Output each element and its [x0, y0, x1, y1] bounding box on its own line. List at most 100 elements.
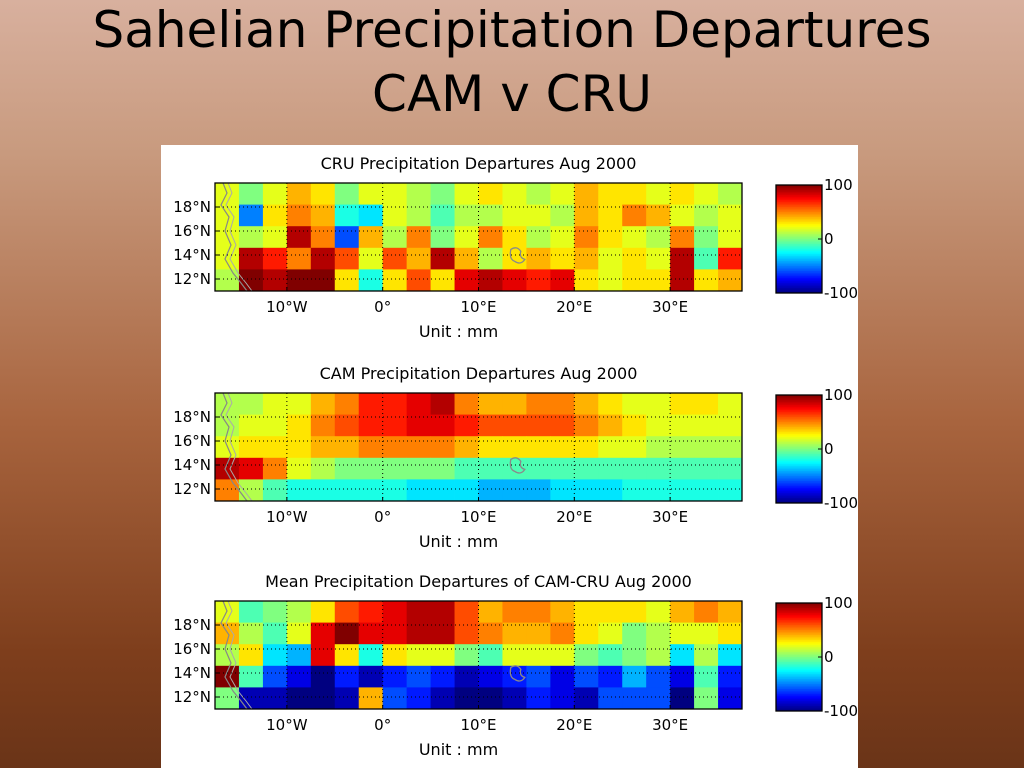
heatmap-cell: [382, 436, 408, 459]
heatmap-cell: [502, 436, 527, 459]
colorbar-segment: [776, 614, 822, 617]
colorbar-segment: [776, 245, 822, 248]
heatmap-cell: [430, 622, 455, 645]
colorbar-segment: [776, 690, 822, 693]
colorbar-segment: [776, 484, 822, 487]
heatmap-cell: [286, 457, 312, 480]
heatmap-cell: [694, 436, 719, 459]
heatmap-cell: [262, 479, 288, 502]
heatmap-cell: [215, 247, 240, 270]
colorbar-segment: [776, 650, 822, 653]
x-tick-label: 30°E: [652, 298, 688, 316]
coastline: [225, 392, 253, 502]
heatmap-cell: [574, 457, 599, 480]
heatmap-cell: [598, 479, 623, 502]
colorbar-segment: [776, 603, 822, 606]
coastline: [220, 182, 248, 292]
heatmap-cell: [334, 393, 360, 415]
colorbar-segment: [776, 499, 822, 502]
heatmap-cell: [478, 204, 503, 227]
colorbar-segment: [776, 225, 822, 228]
colorbar-segment: [776, 695, 822, 698]
colorbar-segment: [776, 277, 822, 280]
heatmap-cell: [310, 479, 336, 502]
heatmap-cell: [574, 414, 599, 437]
colorbar-segment: [776, 653, 822, 656]
colorbar-segment: [776, 235, 822, 238]
colorbar-segment: [776, 440, 822, 443]
colorbar-tick-label: 0: [824, 440, 834, 458]
heatmap-cell: [358, 414, 384, 437]
heatmap-cell: [334, 414, 360, 437]
colorbar-tick-label: 100: [824, 386, 853, 404]
heatmap-cell: [334, 183, 360, 205]
heatmap-cell: [478, 457, 503, 480]
heatmap-cell: [622, 414, 647, 437]
heatmap-cell: [598, 226, 623, 249]
heatmap-cell: [646, 436, 671, 459]
heatmap-cell: [550, 226, 575, 249]
colorbar-segment: [776, 271, 822, 274]
panel-title: CAM Precipitation Departures Aug 2000: [320, 364, 638, 383]
slide-title-line2: CAM v CRU: [372, 65, 652, 123]
colorbar-segment: [776, 460, 822, 463]
colorbar-tick-label: -100: [824, 284, 858, 302]
heatmap-cell: [478, 622, 503, 645]
colorbar-segment: [776, 430, 822, 433]
heatmap-cell: [574, 226, 599, 249]
colorbar-segment: [776, 457, 822, 460]
heatmap-cell: [262, 226, 288, 249]
heatmap-cell: [478, 644, 503, 667]
heatmap-cell: [646, 226, 671, 249]
heatmap-cell: [238, 183, 264, 205]
heatmap-cell: [286, 644, 312, 667]
heatmap-cell: [718, 226, 743, 249]
colorbar-segment: [776, 680, 822, 683]
heatmap-cell: [526, 226, 551, 249]
heatmap-cell: [310, 183, 336, 205]
heatmap-cell: [286, 226, 312, 249]
heatmap-cell: [502, 479, 527, 502]
panel-title: CRU Precipitation Departures Aug 2000: [321, 154, 637, 173]
heatmap-cell: [358, 622, 384, 645]
colorbar-segment: [776, 476, 822, 479]
colorbar-segment: [776, 628, 822, 631]
colorbar-segment: [776, 662, 822, 665]
colorbar-segment: [776, 398, 822, 401]
heatmap-cell: [334, 457, 360, 480]
heatmap-cell: [550, 414, 575, 437]
heatmap-cell: [598, 457, 623, 480]
colorbar-segment: [776, 195, 822, 198]
heatmap-cell: [502, 204, 527, 227]
heatmap-cell: [454, 622, 479, 645]
heatmap-cell: [334, 665, 360, 688]
colorbar-segment: [776, 213, 822, 216]
colorbar-segment: [776, 464, 822, 467]
colorbar-segment: [776, 472, 822, 475]
heatmap-cell: [358, 204, 384, 227]
heatmap-cell: [646, 644, 671, 667]
heatmap-cell: [382, 269, 408, 292]
heatmap-cell: [622, 269, 647, 292]
heatmap-cell: [718, 665, 743, 688]
colorbar-segment: [776, 670, 822, 673]
heatmap-cell: [550, 665, 575, 688]
colorbar-segment: [776, 400, 822, 403]
colorbar-segment: [776, 496, 822, 499]
colorbar-segment: [776, 643, 822, 646]
colorbar-segment: [776, 395, 822, 398]
heatmap-cell: [382, 414, 408, 437]
colorbar-segment: [776, 227, 822, 230]
heatmap-cell: [574, 479, 599, 502]
heatmap-cell: [718, 644, 743, 667]
heatmap-cell: [238, 204, 264, 227]
heatmap-cell: [430, 644, 455, 667]
heatmap-cell: [382, 204, 408, 227]
colorbar-segment: [776, 269, 822, 272]
heatmap-cell: [694, 644, 719, 667]
heatmap-cell: [718, 601, 743, 623]
heatmap-cell: [358, 393, 384, 415]
colorbar-segment: [776, 208, 822, 211]
colorbar-segment: [776, 655, 822, 658]
heatmap-cell: [550, 622, 575, 645]
